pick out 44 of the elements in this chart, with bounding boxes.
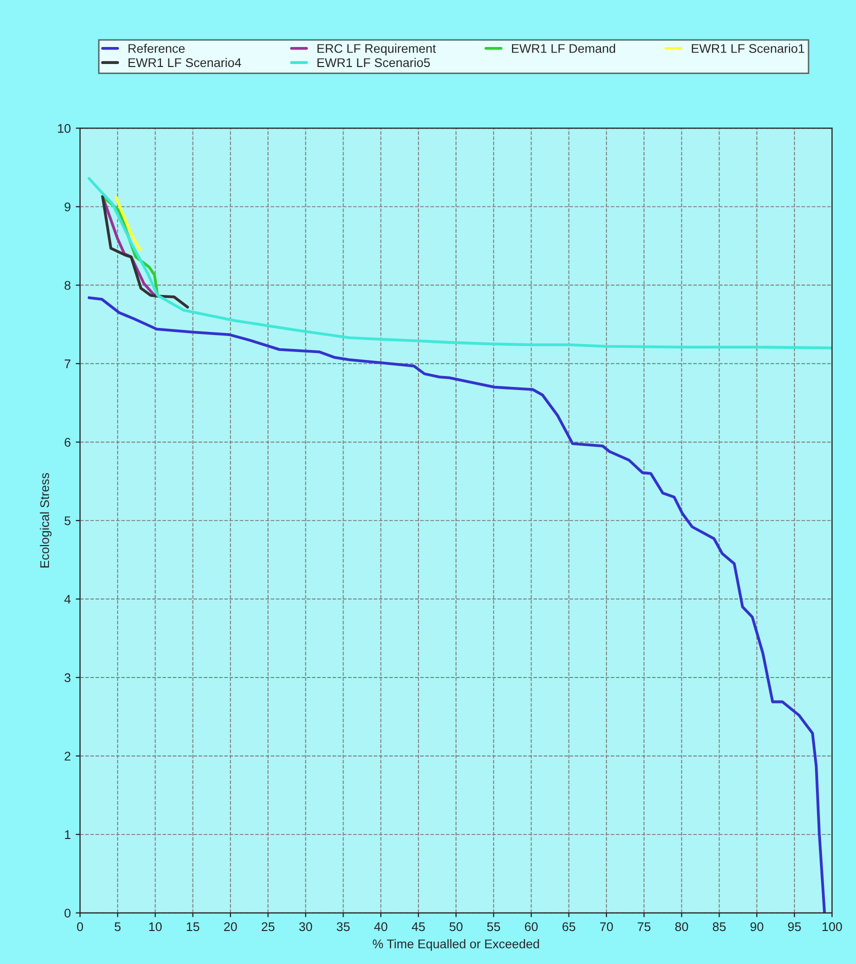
x-tick-label: 0 — [77, 922, 84, 932]
x-axis-title: % Time Equalled or Exceeded — [372, 939, 539, 951]
line-series — [88, 177, 832, 350]
line-series — [101, 195, 189, 309]
x-tick-label: 20 — [224, 922, 237, 932]
x-tick-label: 80 — [675, 922, 688, 932]
x-tick-label: 35 — [336, 922, 350, 932]
x-tick-label: 40 — [374, 922, 388, 932]
x-tick-label: 85 — [712, 922, 726, 932]
y-tick-label: 2 — [64, 752, 70, 760]
line-series — [114, 196, 142, 252]
x-tick-label: 10 — [149, 922, 162, 932]
x-tick-label: 30 — [299, 922, 312, 932]
y-tick-label: 3 — [64, 673, 70, 682]
y-tick-label: 0 — [64, 908, 71, 918]
legend-label: EWR1 LF Scenario5 — [318, 58, 430, 68]
y-tick-label: 9 — [64, 202, 70, 212]
legend-label: ERC LF Requirement — [318, 44, 436, 56]
y-tick-label: 10 — [58, 124, 71, 133]
x-tick-label: 65 — [562, 922, 576, 932]
legend-label: EWR1 LF Scenario1 — [692, 44, 804, 53]
x-tick-label: 75 — [638, 922, 650, 932]
y-tick-label: 8 — [64, 280, 70, 290]
x-tick-label: 25 — [262, 922, 274, 932]
y-tick-label: 6 — [64, 438, 70, 447]
y-tick-label: 7 — [64, 360, 70, 368]
x-tick-label: 70 — [600, 922, 613, 932]
line-series — [88, 296, 826, 913]
y-tick-label: 5 — [64, 516, 70, 526]
x-tick-label: 45 — [412, 922, 425, 932]
x-tick-label: 90 — [750, 922, 764, 932]
x-tick-label: 95 — [788, 922, 801, 932]
legend-label: EWR1 LF Scenario4 — [128, 58, 242, 68]
x-tick-label: 15 — [186, 922, 200, 932]
y-tick-label: 4 — [64, 594, 71, 604]
legend-label: Reference — [128, 44, 185, 53]
y-tick-label: 1 — [65, 830, 70, 839]
y-axis-title: Ecological Stress — [40, 473, 52, 568]
x-tick-label: 50 — [450, 922, 462, 932]
x-tick-label: 60 — [524, 922, 538, 932]
legend-label: EWR1 LF Demand — [512, 44, 616, 53]
x-tick-label: 5 — [114, 922, 121, 932]
x-tick-label: 100 — [822, 922, 842, 932]
x-tick-label: 55 — [487, 922, 500, 932]
